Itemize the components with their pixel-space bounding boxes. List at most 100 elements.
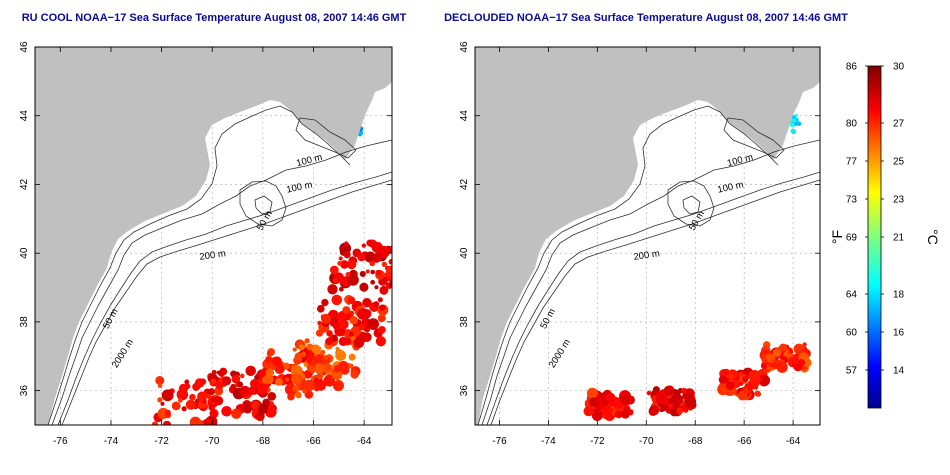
sst-pixel <box>687 400 697 410</box>
sst-pixel <box>676 407 683 415</box>
y-tick-label: 36 <box>459 385 470 397</box>
sst-pixel <box>311 344 321 354</box>
sst-pixel <box>344 241 349 246</box>
sst-pixel <box>178 398 183 403</box>
sst-pixel <box>357 253 366 262</box>
sst-pixel <box>646 390 652 396</box>
sst-pixel <box>151 421 159 425</box>
sst-pixel <box>215 381 224 390</box>
fahrenheit-unit-label: °F <box>829 230 845 244</box>
sst-pixel <box>668 403 673 408</box>
sst-pixel <box>742 387 750 395</box>
sst-pixel <box>231 408 242 419</box>
sst-pixel <box>366 239 374 247</box>
y-tick-label: 36 <box>19 385 30 397</box>
sst-pixel <box>199 378 207 385</box>
sst-pixel <box>199 421 204 425</box>
x-tick-label: -66 <box>306 436 321 447</box>
sst-pixel <box>292 385 300 393</box>
contour-label: 100 m <box>717 179 745 195</box>
sst-pixel <box>375 336 386 347</box>
temperature-colorbar: 86 80 77 73 69 64 60 57 30 27 25 23 21 18 16 14 °F °C <box>829 62 941 409</box>
sst-pixel <box>358 323 366 331</box>
sst-pixel <box>247 386 257 395</box>
sst-pixel <box>231 374 241 384</box>
sst-pixel <box>251 400 260 410</box>
colorbar-f-label: 86 <box>846 62 858 73</box>
sst-pixel <box>769 357 774 362</box>
sst-pixel <box>655 393 667 405</box>
sst-pixel <box>772 348 782 357</box>
y-tick-label: 38 <box>459 316 470 328</box>
sst-pixel <box>161 389 174 402</box>
sst-pixel <box>761 363 768 370</box>
sst-pixel <box>772 362 779 369</box>
sst-pixel <box>236 381 244 388</box>
sst-pixel <box>609 401 615 407</box>
y-tick-label: 42 <box>459 178 470 190</box>
sst-pixel <box>738 371 743 376</box>
left-sst-layer <box>151 119 392 425</box>
sst-pixel <box>350 370 359 379</box>
sst-pixel <box>194 398 200 404</box>
sst-pixel <box>250 378 260 389</box>
right-land <box>475 47 820 425</box>
sst-pixel <box>197 391 207 402</box>
x-tick-label: -68 <box>688 436 703 447</box>
sst-pixel <box>162 420 172 425</box>
sst-pixel <box>314 353 325 365</box>
colorbar-c-label: 30 <box>893 62 905 73</box>
sst-pixel <box>185 399 196 410</box>
y-tick-label: 46 <box>459 41 470 53</box>
sst-pixel <box>326 330 333 337</box>
sst-pixel <box>373 301 380 307</box>
colorbar-c-label: 27 <box>893 119 905 130</box>
sst-pixel <box>348 353 356 361</box>
sst-pixel <box>621 409 630 419</box>
sst-pixel <box>346 259 357 270</box>
left-map-panel: RU COOL NOAA−17 Sea Surface Temperature … <box>19 12 407 447</box>
x-tick-label: -74 <box>104 436 119 447</box>
sst-pixel <box>160 401 165 406</box>
sst-pixel <box>320 349 326 355</box>
sst-pixel <box>155 375 165 385</box>
sst-pixel <box>337 311 348 322</box>
sst-pixel <box>358 130 364 136</box>
sst-pixel <box>361 243 367 248</box>
sst-pixel <box>321 298 329 307</box>
sst-pixel <box>379 285 389 295</box>
sst-pixel <box>315 380 327 391</box>
sst-pixel <box>794 113 798 117</box>
colorbar-f-label: 69 <box>846 233 858 244</box>
sst-pixel <box>329 265 339 275</box>
colorbar-f-label: 73 <box>846 195 858 206</box>
contour-label: 200 m <box>633 248 661 263</box>
sst-pixel <box>583 406 594 417</box>
contour-label: 200 m <box>199 248 227 263</box>
sst-pixel <box>322 363 332 373</box>
colorbar-f-label: 80 <box>846 119 858 130</box>
sst-pixel <box>649 405 660 416</box>
sst-pixel <box>362 332 372 342</box>
sst-pixel <box>332 322 341 330</box>
sst-pixel <box>284 377 290 382</box>
sst-pixel <box>337 261 342 266</box>
sst-pixel <box>184 379 190 385</box>
y-tick-label: 46 <box>19 41 30 53</box>
sst-pixel <box>343 337 352 346</box>
sst-pixel <box>379 304 386 311</box>
colorbar-c-label: 21 <box>893 233 905 244</box>
sst-pixel <box>605 392 616 403</box>
sst-pixel <box>356 308 369 320</box>
sst-pixel <box>728 374 734 379</box>
sst-pixel <box>775 360 787 371</box>
sst-pixel <box>802 342 807 347</box>
contour-label: 100 m <box>285 179 313 195</box>
sst-pixel <box>265 356 273 364</box>
sst-pixel <box>348 331 354 337</box>
sst-pixel <box>316 304 325 313</box>
sst-pixel <box>287 392 295 401</box>
sst-pixel <box>265 368 274 377</box>
sst-pixel <box>254 374 260 380</box>
celsius-unit-label: °C <box>925 229 941 245</box>
